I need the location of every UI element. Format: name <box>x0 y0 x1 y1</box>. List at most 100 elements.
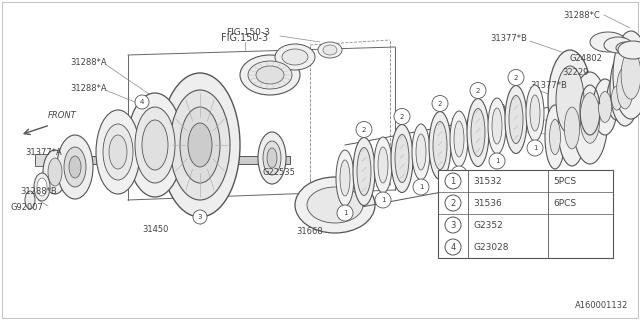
Ellipse shape <box>433 122 447 170</box>
Circle shape <box>356 122 372 138</box>
Ellipse shape <box>530 95 540 131</box>
Text: 2: 2 <box>514 75 518 81</box>
Ellipse shape <box>103 124 133 180</box>
Text: FIG.150-3: FIG.150-3 <box>226 28 270 36</box>
Ellipse shape <box>564 107 580 149</box>
Ellipse shape <box>621 51 640 99</box>
Text: 6PCS: 6PCS <box>553 198 576 207</box>
Ellipse shape <box>625 42 640 78</box>
Ellipse shape <box>492 108 502 144</box>
Ellipse shape <box>43 150 67 194</box>
Text: 32229: 32229 <box>562 68 588 76</box>
Ellipse shape <box>545 105 565 169</box>
Text: FIG.150-3: FIG.150-3 <box>221 33 269 43</box>
Text: 31288*B: 31288*B <box>20 188 57 196</box>
Text: 31377*B: 31377*B <box>490 34 527 43</box>
Text: 31377*A: 31377*A <box>25 148 61 156</box>
Ellipse shape <box>323 45 337 55</box>
Ellipse shape <box>429 111 451 180</box>
Text: 2: 2 <box>400 114 404 119</box>
Circle shape <box>527 140 543 156</box>
Ellipse shape <box>590 32 626 52</box>
Circle shape <box>135 95 149 109</box>
Text: 1: 1 <box>532 145 537 151</box>
Ellipse shape <box>340 160 350 196</box>
Text: A160001132: A160001132 <box>575 301 628 310</box>
Circle shape <box>375 192 391 208</box>
Text: 1: 1 <box>343 210 348 216</box>
Ellipse shape <box>37 178 47 196</box>
Ellipse shape <box>412 124 430 180</box>
Text: 4: 4 <box>451 243 456 252</box>
Text: 3: 3 <box>451 220 456 229</box>
Bar <box>35 154 50 166</box>
Ellipse shape <box>109 135 127 169</box>
Bar <box>35 156 290 164</box>
Ellipse shape <box>611 86 623 110</box>
Ellipse shape <box>618 41 640 59</box>
Ellipse shape <box>548 50 592 150</box>
Ellipse shape <box>307 187 363 223</box>
Ellipse shape <box>450 111 468 167</box>
Ellipse shape <box>357 148 371 196</box>
Ellipse shape <box>617 67 633 109</box>
Bar <box>50 155 70 165</box>
Text: 2: 2 <box>438 100 442 107</box>
Circle shape <box>489 153 505 169</box>
Ellipse shape <box>318 42 342 58</box>
Ellipse shape <box>258 132 286 184</box>
Ellipse shape <box>336 150 354 206</box>
Ellipse shape <box>391 124 413 193</box>
Ellipse shape <box>610 50 640 126</box>
Circle shape <box>394 108 410 124</box>
Ellipse shape <box>378 147 388 183</box>
Ellipse shape <box>267 148 277 168</box>
Ellipse shape <box>188 123 212 167</box>
Text: 31377*B: 31377*B <box>530 81 567 90</box>
Text: 31667: 31667 <box>450 117 477 126</box>
Ellipse shape <box>64 147 86 187</box>
Ellipse shape <box>598 92 612 123</box>
Text: G22535: G22535 <box>262 167 295 177</box>
Ellipse shape <box>526 85 544 141</box>
Text: 31450: 31450 <box>142 226 168 235</box>
Ellipse shape <box>170 90 230 200</box>
Circle shape <box>432 95 448 111</box>
Ellipse shape <box>69 156 81 178</box>
Text: 1: 1 <box>419 184 423 190</box>
Circle shape <box>445 195 461 211</box>
Text: G24802: G24802 <box>570 53 603 62</box>
Ellipse shape <box>240 55 300 95</box>
Ellipse shape <box>34 173 50 201</box>
Text: 5PCS: 5PCS <box>553 177 576 186</box>
Ellipse shape <box>282 49 308 65</box>
Ellipse shape <box>509 95 523 143</box>
Ellipse shape <box>374 137 392 193</box>
Ellipse shape <box>135 107 175 183</box>
Ellipse shape <box>604 37 632 53</box>
Ellipse shape <box>96 110 140 194</box>
Ellipse shape <box>550 119 561 155</box>
Ellipse shape <box>558 90 586 166</box>
Ellipse shape <box>556 66 584 134</box>
Ellipse shape <box>488 98 506 154</box>
Text: 31288*C: 31288*C <box>563 11 600 20</box>
Circle shape <box>508 69 524 85</box>
Circle shape <box>445 173 461 189</box>
Circle shape <box>193 210 207 224</box>
Text: 1: 1 <box>495 158 499 164</box>
Ellipse shape <box>505 85 527 154</box>
Text: G2352: G2352 <box>473 220 503 229</box>
Ellipse shape <box>580 93 600 143</box>
Ellipse shape <box>607 76 627 120</box>
Text: 2: 2 <box>451 198 456 207</box>
Ellipse shape <box>467 99 489 166</box>
Ellipse shape <box>127 93 183 197</box>
Circle shape <box>451 166 467 182</box>
Ellipse shape <box>142 120 168 170</box>
Ellipse shape <box>616 42 636 54</box>
Text: 31288*A: 31288*A <box>70 84 107 92</box>
Ellipse shape <box>160 73 240 217</box>
Text: 4: 4 <box>140 99 144 105</box>
Text: G92007: G92007 <box>10 204 43 212</box>
